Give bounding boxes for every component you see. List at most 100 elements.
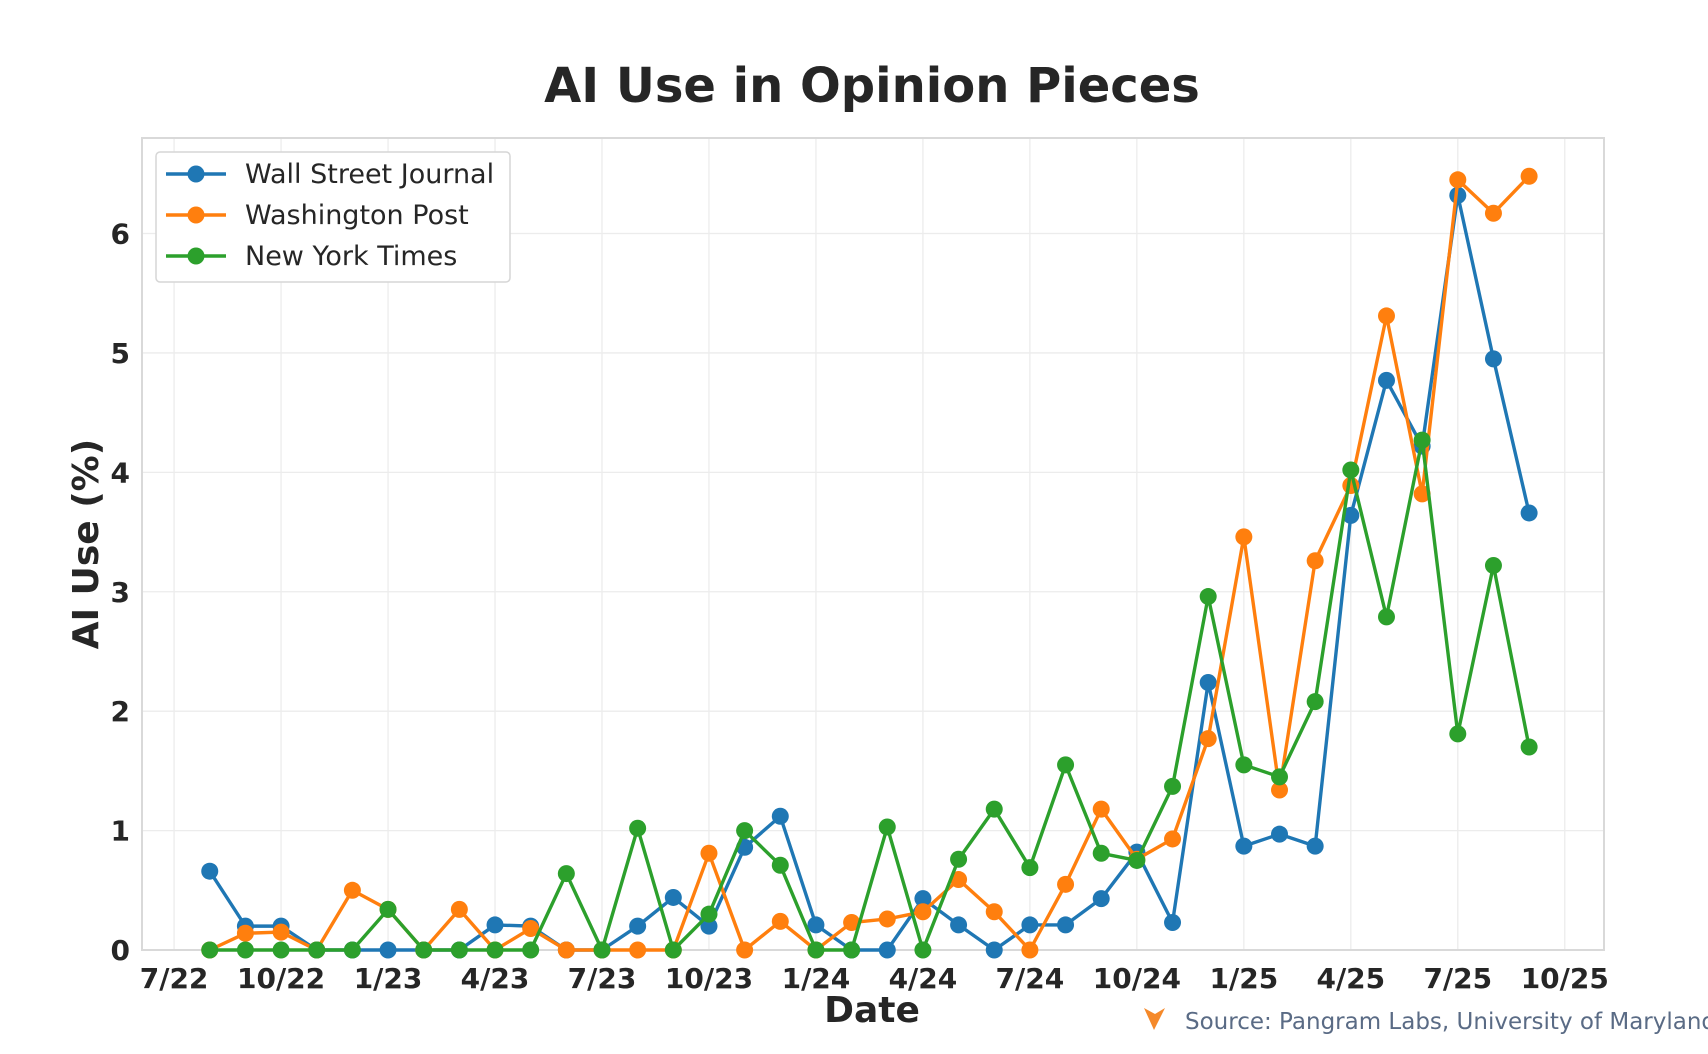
data-point (272, 941, 290, 959)
data-point (1092, 890, 1110, 908)
data-point (1021, 941, 1039, 959)
y-tick-label: 2 (111, 695, 130, 728)
y-tick-label: 3 (111, 576, 130, 609)
data-point (1306, 552, 1324, 570)
x-tick-label: 4/24 (889, 962, 958, 995)
axis-ticks: 7/22 10/22 1/23 4/23 7/23 10/23 1/24 4/24 7/24 10… (111, 218, 1609, 995)
x-tick-label: 1/25 (1210, 962, 1279, 995)
data-point (700, 905, 718, 923)
data-point (878, 818, 896, 836)
x-tick-label: 10/24 (1093, 962, 1181, 995)
data-point (1092, 844, 1110, 862)
data-point (1092, 800, 1110, 818)
data-point (522, 941, 540, 959)
data-point (522, 920, 540, 938)
legend-label: Washington Post (245, 200, 469, 231)
data-point (1413, 485, 1431, 503)
data-point (1342, 506, 1360, 524)
data-point (1306, 837, 1324, 855)
data-point (1520, 738, 1538, 756)
data-point (771, 912, 789, 930)
data-point (1484, 556, 1502, 574)
x-tick-label: 7/23 (568, 962, 637, 995)
data-point (700, 844, 718, 862)
data-point (878, 910, 896, 928)
data-point (236, 924, 254, 942)
data-point (1271, 768, 1289, 786)
data-point (308, 941, 326, 959)
x-tick-label: 4/25 (1316, 962, 1385, 995)
data-point (629, 819, 647, 837)
data-point (1306, 693, 1324, 711)
data-point (1413, 431, 1431, 449)
data-point (415, 941, 433, 959)
data-point (985, 800, 1003, 818)
x-tick-label: 10/22 (237, 962, 325, 995)
data-point (843, 941, 861, 959)
data-point (1199, 674, 1217, 692)
legend-label: New York Times (245, 241, 457, 272)
x-tick-label: 1/24 (782, 962, 851, 995)
data-point (1377, 371, 1395, 389)
data-point (450, 900, 468, 918)
data-point (236, 941, 254, 959)
source-label: Source: Pangram Labs, University of Mary… (1185, 1009, 1708, 1035)
data-point (1128, 851, 1146, 869)
data-point (1520, 504, 1538, 522)
data-point (700, 917, 718, 935)
data-point (1057, 875, 1075, 893)
data-point (486, 941, 504, 959)
y-tick-label: 4 (111, 456, 130, 489)
chart-title: AI Use in Opinion Pieces (544, 58, 1200, 114)
data-point (593, 941, 611, 959)
data-point (629, 941, 647, 959)
data-point (343, 881, 361, 899)
data-point (557, 941, 575, 959)
legend-entry: Washington Post (166, 200, 469, 231)
data-point (1164, 830, 1182, 848)
x-tick-label: 10/23 (665, 962, 753, 995)
x-tick-label: 7/22 (140, 962, 209, 995)
legend-box (155, 151, 511, 283)
data-point (843, 914, 861, 932)
data-point (1199, 730, 1217, 748)
legend: Wall Street Journal Washington Post New Yo… (155, 151, 511, 283)
y-tick-label: 5 (111, 337, 130, 370)
data-point (1057, 916, 1075, 934)
data-point (985, 903, 1003, 921)
data-point (557, 865, 575, 883)
series-new-york-times (201, 431, 1538, 959)
legend-label: Wall Street Journal (245, 159, 494, 190)
data-point (1235, 528, 1253, 546)
legend-entry: Wall Street Journal (166, 159, 494, 190)
data-point (1377, 608, 1395, 626)
x-tick-label: 4/23 (461, 962, 530, 995)
data-point (914, 903, 932, 921)
data-point (914, 890, 932, 908)
legend-entry: New York Times (166, 241, 457, 272)
data-point (486, 916, 504, 934)
legend-marker (187, 165, 205, 183)
data-point (1235, 756, 1253, 774)
data-point (1377, 307, 1395, 325)
data-point (771, 807, 789, 825)
x-tick-label: 1/23 (354, 962, 423, 995)
legend-marker (187, 247, 205, 265)
data-point (1164, 914, 1182, 932)
data-point (1449, 186, 1467, 204)
data-point (736, 822, 754, 840)
x-axis-label: Date (824, 990, 920, 1031)
data-point (807, 941, 825, 959)
data-series (201, 167, 1538, 959)
data-point (664, 888, 682, 906)
data-point (985, 941, 1003, 959)
data-point (1235, 837, 1253, 855)
data-point (807, 916, 825, 934)
x-tick-label: 7/24 (996, 962, 1065, 995)
data-point (343, 941, 361, 959)
data-point (950, 850, 968, 868)
data-point (1342, 461, 1360, 479)
data-point (272, 923, 290, 941)
